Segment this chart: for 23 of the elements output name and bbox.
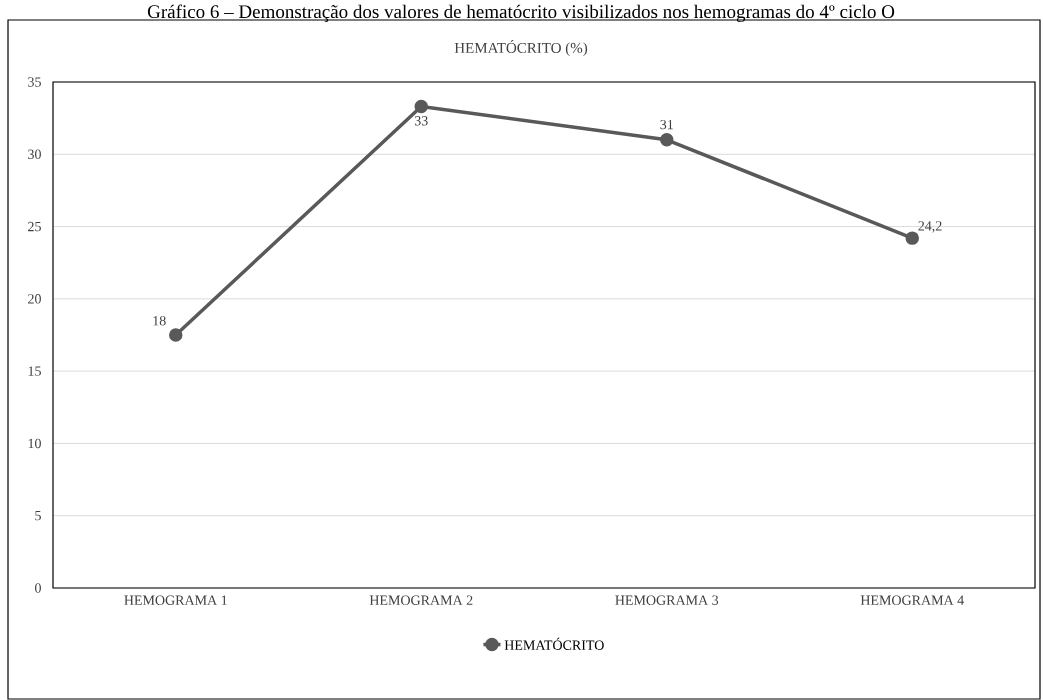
point	[905, 231, 919, 245]
x-tick-label: HEMOGRAMA 2	[369, 595, 473, 605]
legend-label: HEMATÓCRITO	[504, 637, 604, 650]
y-tick-label: 25	[28, 221, 41, 232]
y-tick-label: 30	[28, 149, 41, 159]
y-tick-label: 5	[35, 511, 41, 521]
chart-title: HEMATÓCRITO (%)	[454, 39, 588, 57]
y-tick-label: 35	[28, 77, 41, 87]
point	[169, 328, 183, 342]
y-tick-label: 0	[35, 583, 41, 593]
data-label: 33	[414, 116, 428, 126]
text: Gráfico 6 – Demonstração dos valores de hematócrito visibilizados nos hemogramas do 4º ciclo O	[147, 4, 895, 22]
x-tick-label: HEMOGRAMA 1	[124, 595, 227, 605]
data-label: 24,2	[918, 221, 942, 233]
y-tick-label: 20	[28, 294, 41, 304]
x-tick-label: HEMOGRAMA 3	[615, 595, 719, 605]
point	[660, 133, 674, 147]
y-tick-label: 10	[28, 438, 41, 449]
data-label: 31	[660, 119, 673, 130]
x-tick-label: HEMOGRAMA 4	[860, 595, 964, 605]
data-label: 18	[153, 316, 166, 326]
point	[414, 99, 429, 114]
y-tick-label: 15	[28, 366, 41, 376]
